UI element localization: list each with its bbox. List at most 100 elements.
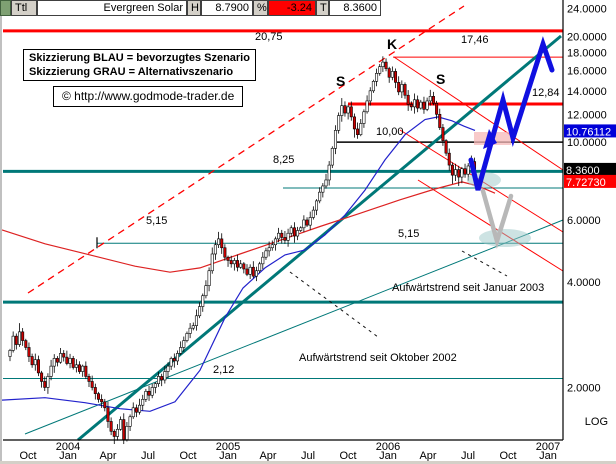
candle-body: [59, 353, 63, 363]
scenario-legend-line-gray: Skizzierung GRAU = Alternativszenario: [29, 66, 234, 78]
candle-body: [289, 227, 293, 234]
candle-body: [302, 219, 306, 229]
candle-body: [422, 101, 426, 110]
candle-body: [406, 94, 410, 105]
candle-body: [122, 419, 126, 440]
candle-body: [327, 164, 331, 181]
candle-body: [400, 84, 404, 93]
candle-body: [11, 335, 15, 351]
annotation-text: 8,25: [273, 154, 294, 166]
high-label: H: [187, 0, 201, 16]
annotation-text: S: [336, 73, 345, 89]
scenario-legend-line-blue: Skizzierung BLAU = bevorzugtes Szenario: [29, 52, 250, 64]
candle-body: [115, 428, 119, 437]
candle-body: [409, 104, 413, 108]
annotation-text: 10,00: [376, 126, 404, 138]
candle-body: [435, 102, 439, 115]
x-tick-month-label: Jan: [539, 450, 557, 462]
candle-body: [308, 217, 312, 226]
candle-body: [343, 105, 347, 114]
y-tick-label: 2.0000: [567, 382, 601, 394]
y-tick-label: 24.0000: [567, 4, 607, 16]
candle-body: [283, 237, 287, 241]
candle-body: [454, 169, 458, 176]
candle-body: [166, 365, 170, 372]
y-tick-label: 10.0000: [567, 137, 607, 149]
instrument-name[interactable]: Evergreen Solar: [37, 0, 187, 16]
candle-body: [36, 359, 40, 374]
candle-body: [198, 306, 202, 317]
candle-body: [397, 82, 401, 93]
x-tick-month-label: Jan: [379, 450, 397, 462]
x-tick-month-label: Jan: [219, 450, 237, 462]
x-tick-month-label: Jan: [59, 450, 77, 462]
candle-body: [134, 407, 138, 413]
annotation-pointer-line: [289, 271, 379, 338]
x-tick-year-label: 2005: [216, 441, 240, 453]
candle-body: [258, 263, 262, 272]
candle-body: [463, 168, 467, 175]
candle-body: [333, 130, 337, 149]
candle-body: [232, 260, 236, 265]
candle-body: [466, 165, 470, 175]
candle-body: [340, 105, 344, 116]
candle-body: [251, 266, 255, 277]
candle-body: [213, 244, 217, 255]
candle-body: [138, 404, 142, 413]
candle-body: [223, 247, 227, 258]
candle-body: [390, 71, 394, 78]
candle-body: [46, 376, 50, 388]
last-value: 8.3600: [329, 0, 381, 16]
candle-body: [65, 356, 69, 364]
candle-body: [229, 260, 233, 265]
candle-body: [188, 327, 192, 334]
annotation-text: 5,15: [146, 215, 167, 227]
candle-body: [318, 191, 322, 202]
candle-body: [81, 365, 85, 372]
candle-body: [128, 416, 132, 427]
candle-body: [185, 333, 189, 341]
candle-body: [381, 61, 385, 67]
price-marker-label: 8.3600: [566, 165, 600, 177]
candle-body: [175, 353, 179, 362]
candle-body: [109, 421, 113, 432]
candle-body: [330, 148, 334, 166]
candle-body: [447, 152, 451, 166]
price-marker-label: 7.72730: [566, 177, 606, 189]
candle-body: [242, 263, 246, 270]
candle-body: [33, 359, 37, 366]
x-tick-month-label: Oct: [179, 450, 196, 462]
candle-body: [172, 358, 176, 362]
candle-body: [52, 358, 56, 367]
candle-body: [419, 101, 423, 109]
candle-body: [261, 256, 265, 265]
candle-body: [438, 114, 442, 128]
annotation-text: 12,84: [532, 87, 560, 99]
candle-body: [248, 266, 252, 275]
candle-body: [144, 390, 148, 400]
candle-body: [239, 263, 243, 268]
candle-body: [87, 376, 91, 382]
candle-body: [106, 407, 110, 422]
moving-average-red: [1, 181, 496, 273]
scenario-path-blue: [468, 36, 555, 191]
candle-body: [78, 364, 82, 372]
annotation-text: Aufwärtstrend seit Oktober 2002: [299, 352, 457, 364]
high-value: 8.7900: [201, 0, 253, 16]
x-tick-month-label: Apr: [99, 450, 116, 462]
y-tick-label: 6.0000: [567, 215, 601, 227]
rising-channel-dashed: [27, 5, 465, 294]
window-border-bottom: [0, 461, 616, 464]
candle-body: [21, 331, 25, 341]
candle-body: [352, 116, 356, 130]
scenario-blue-arrowhead: [483, 129, 497, 149]
y-tick-label: 12.0000: [567, 109, 607, 121]
candle-body: [346, 106, 350, 114]
candle-body: [55, 358, 59, 363]
annotation-text: 20,75: [255, 31, 283, 43]
candle-body: [103, 401, 107, 409]
candle-body: [182, 340, 186, 348]
candle-body: [100, 399, 104, 403]
candle-body: [299, 227, 303, 231]
